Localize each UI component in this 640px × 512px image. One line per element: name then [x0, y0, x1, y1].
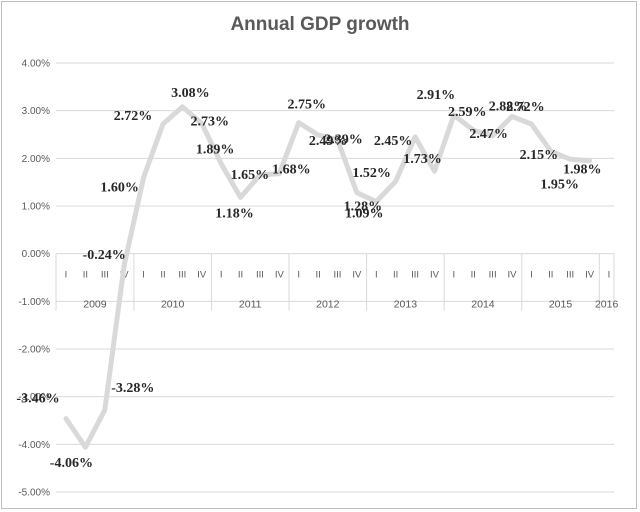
quarter-tick-label: I — [608, 270, 611, 281]
y-tick-label: 0.00% — [22, 249, 50, 260]
data-label: 2.49% — [309, 134, 348, 149]
y-tick-label: -3.00% — [18, 392, 50, 403]
data-label: 1.52% — [352, 166, 391, 181]
data-label: 1.09% — [345, 207, 384, 222]
data-label: 1.98% — [563, 162, 602, 177]
series-line — [63, 104, 593, 450]
y-tick-label: -2.00% — [18, 345, 50, 356]
quarter-tick-label: II — [315, 270, 320, 281]
quarter-tick-label: I — [297, 270, 300, 281]
chart-title: Annual GDP growth — [230, 14, 410, 35]
quarter-tick-label: II — [160, 270, 165, 281]
data-label: -4.06% — [50, 456, 93, 471]
data-labels: -3.46% -4.06% -3.28% -0.24% 1.60% 2.72% 3.08% 2… — [16, 86, 601, 471]
year-tick-label: 2013 — [394, 299, 418, 311]
data-label: -3.28% — [111, 381, 154, 396]
year-tick-label: 2016 — [595, 299, 619, 311]
y-tick-label: 3.00% — [22, 106, 50, 117]
quarter-tick-label: III — [101, 270, 109, 281]
quarter-tick-label: I — [65, 270, 68, 281]
year-tick-label: 2009 — [83, 299, 107, 311]
quarter-tick-label: IV — [275, 270, 285, 281]
y-tick-label: 1.00% — [22, 202, 50, 213]
year-tick-label: 2010 — [161, 299, 185, 311]
data-label: -0.24% — [83, 248, 126, 263]
data-label: 1.89% — [196, 143, 235, 158]
quarter-tick-label: IV — [585, 270, 595, 281]
y-tick-label: -4.00% — [18, 440, 50, 451]
year-tick-label: 2012 — [316, 299, 340, 311]
y-tick-label: 2.00% — [22, 154, 50, 165]
quarter-tick-label: I — [453, 270, 456, 281]
quarter-tick-label: I — [375, 270, 378, 281]
data-label: 2.45% — [374, 134, 413, 149]
data-label: 2.72% — [114, 109, 153, 124]
quarter-tick-label: IV — [197, 270, 207, 281]
data-label: 2.91% — [417, 88, 456, 103]
quarter-tick-label: III — [566, 270, 574, 281]
data-label: 2.15% — [520, 148, 559, 163]
data-label: 2.73% — [191, 115, 230, 130]
data-label: 2.47% — [469, 127, 508, 142]
quarter-tick-label: III — [256, 270, 264, 281]
data-label: 3.08% — [171, 86, 210, 101]
quarter-tick-label: III — [178, 270, 186, 281]
quarter-tick-label: II — [393, 270, 398, 281]
y-tick-label: 4.00% — [22, 59, 50, 70]
data-label: 2.39% — [324, 133, 363, 148]
quarter-tick-label: I — [530, 270, 533, 281]
data-label: 2.75% — [287, 98, 326, 113]
data-label: 1.73% — [403, 152, 442, 167]
quarter-tick-label: IV — [508, 270, 518, 281]
quarter-tick-label: II — [548, 270, 553, 281]
y-axis: 4.00% 3.00% 2.00% 1.00% 0.00% -1.00% -2.00% -3.… — [18, 59, 50, 499]
data-label: 2.88% — [489, 99, 528, 114]
series-line-path — [63, 104, 593, 450]
year-tick-label: 2014 — [471, 299, 495, 311]
quarter-tick-label: I — [142, 270, 145, 281]
quarter-tick-label: IV — [352, 270, 362, 281]
data-label: 1.65% — [231, 168, 270, 183]
data-label: 2.59% — [448, 105, 487, 120]
quarter-tick-label: III — [411, 270, 419, 281]
quarter-tick-label: II — [471, 270, 476, 281]
y-tick-label: -5.00% — [18, 488, 50, 499]
quarter-tick-label: III — [489, 270, 497, 281]
quarter-tick-label: I — [220, 270, 223, 281]
data-label: 1.18% — [215, 206, 254, 221]
data-label: 1.60% — [100, 180, 139, 195]
data-label: 2.72% — [506, 100, 545, 115]
data-label: 1.68% — [272, 163, 311, 178]
data-label: -3.46% — [16, 392, 59, 407]
gridlines — [56, 62, 614, 493]
quarter-tick-label: II — [83, 270, 88, 281]
y-tick-label: -1.00% — [18, 297, 50, 308]
data-label: 1.28% — [344, 200, 383, 215]
x-axis: I II III IV I II III IV I II III IV I II III IV I II III IV… — [55, 253, 619, 311]
quarter-tick-label: III — [334, 270, 342, 281]
quarter-tick-label: IV — [430, 270, 440, 281]
data-label: 1.95% — [540, 178, 579, 193]
year-tick-label: 2015 — [549, 299, 573, 311]
quarter-tick-label: II — [238, 270, 243, 281]
year-tick-label: 2011 — [239, 299, 262, 311]
